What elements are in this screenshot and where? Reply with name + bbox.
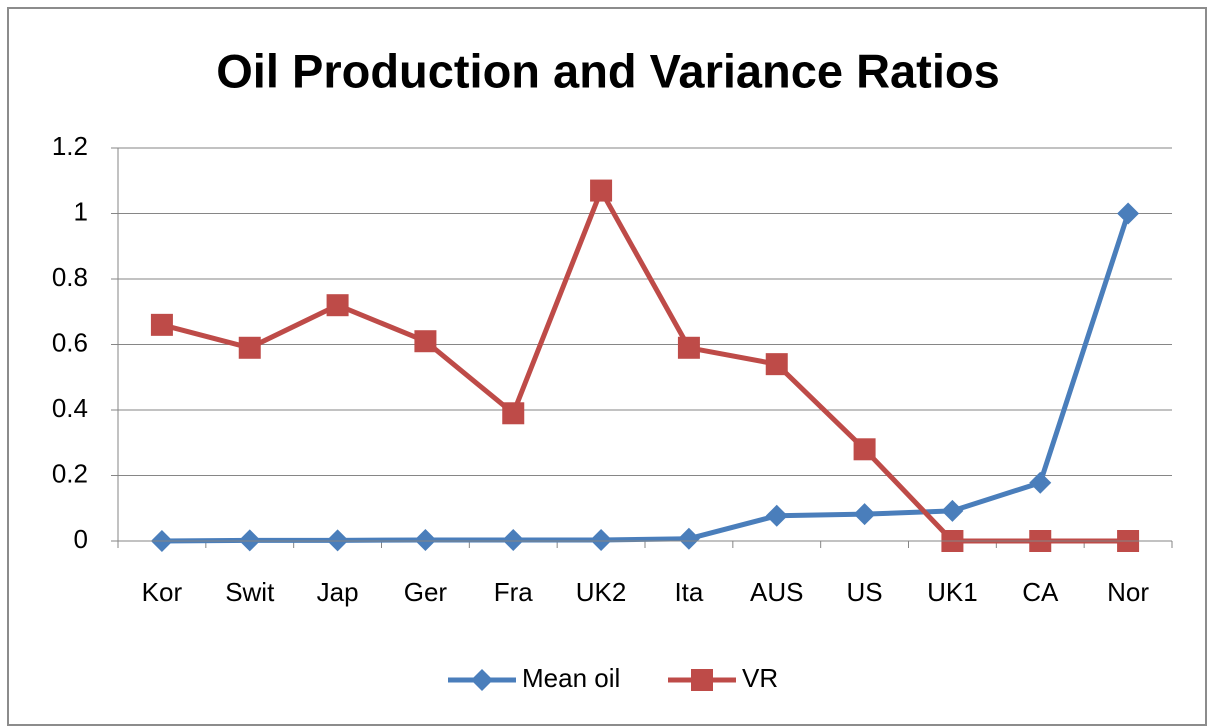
y-tick-label: 0.8 — [52, 262, 88, 292]
point — [238, 529, 261, 552]
point — [326, 294, 349, 317]
point — [853, 438, 876, 461]
point — [677, 336, 700, 359]
point — [238, 336, 261, 359]
y-tick-label: 1 — [74, 196, 88, 226]
point — [502, 529, 525, 552]
legend-label: VR — [742, 663, 778, 693]
chart-frame — [7, 7, 1207, 726]
point — [765, 353, 788, 376]
point — [853, 503, 876, 526]
y-tick-label: 0 — [74, 524, 88, 554]
y-tick-label: 0.4 — [52, 393, 88, 423]
point — [326, 529, 349, 552]
series-line — [161, 212, 1131, 544]
x-tick-label: Ita — [674, 577, 703, 607]
point — [414, 330, 437, 353]
point — [150, 313, 173, 336]
x-tick-label: Nor — [1107, 577, 1149, 607]
point — [590, 179, 613, 202]
x-tick-label: Jap — [317, 577, 359, 607]
x-tick-label: Kor — [142, 577, 183, 607]
x-tick-label: Swit — [225, 577, 275, 607]
chart-title: Oil Production and Variance Ratios — [216, 44, 1000, 97]
point — [1029, 471, 1052, 494]
point — [677, 527, 700, 550]
point — [590, 529, 613, 552]
point — [414, 529, 437, 552]
point — [1117, 202, 1140, 225]
x-tick-label: Fra — [494, 577, 534, 607]
x-tick-label: UK2 — [576, 577, 627, 607]
point — [502, 402, 525, 425]
legend-marker — [691, 669, 713, 691]
y-tick-label: 1.2 — [52, 131, 88, 161]
x-tick-label: US — [847, 577, 883, 607]
legend-marker — [471, 669, 493, 691]
x-tick-label: Ger — [404, 577, 448, 607]
x-tick-label: UK1 — [927, 577, 978, 607]
y-tick-label: 0.6 — [52, 327, 88, 357]
y-tick-label: 0.2 — [52, 458, 88, 488]
legend-label: Mean oil — [522, 663, 620, 693]
x-tick-label: CA — [1022, 577, 1059, 607]
point — [765, 504, 788, 527]
x-tick-label: AUS — [750, 577, 803, 607]
point — [941, 499, 964, 522]
